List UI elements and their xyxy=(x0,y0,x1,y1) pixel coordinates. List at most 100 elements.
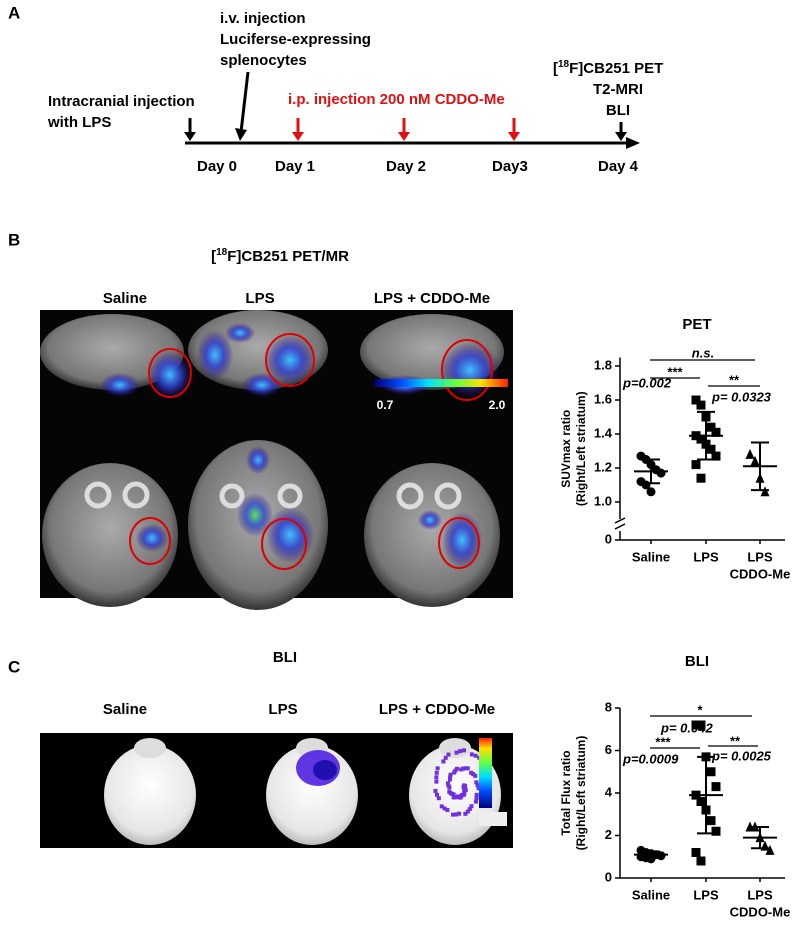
data-point xyxy=(691,395,701,405)
data-point xyxy=(760,486,770,497)
y-axis-label: Total Flux ratio xyxy=(559,750,573,835)
y-axis-label: (Right/Left striatum) xyxy=(574,736,588,851)
superscript: 18 xyxy=(216,247,228,258)
y-axis-label: (Right/Left striatum) xyxy=(574,391,588,506)
panel-title: [18F]CB251 PET/MR xyxy=(211,247,349,265)
annotation: p= 0.0323 xyxy=(711,389,772,404)
event-text: with LPS xyxy=(47,114,111,131)
y-tick-label: 4 xyxy=(605,784,613,799)
data-point xyxy=(706,422,716,432)
day-label: Day 4 xyxy=(598,158,639,175)
event-text: [18F]CB251 PET xyxy=(553,59,663,77)
data-point xyxy=(696,434,706,444)
data-point xyxy=(691,720,701,730)
y-tick-label: 1.0 xyxy=(594,493,612,508)
y-tick-label: 8 xyxy=(605,699,612,714)
y-tick-label: 6 xyxy=(605,742,612,757)
colorbar-label: 2.0 xyxy=(489,398,506,412)
annotation: p= 0.0025 xyxy=(711,748,772,763)
annotation: p=0.0009 xyxy=(622,751,679,766)
x-tick-label: LPS xyxy=(693,887,719,902)
annotation: p=0.002 xyxy=(622,375,672,390)
data-point xyxy=(656,851,666,861)
x-tick-label: CDDO-Me xyxy=(730,904,791,919)
data-point xyxy=(691,460,701,470)
data-point xyxy=(646,854,656,864)
x-tick-label: LPS xyxy=(693,549,719,564)
day-label: Day 2 xyxy=(386,158,426,175)
panel-label: B xyxy=(8,230,20,249)
data-point xyxy=(711,451,721,461)
day-label: Day 1 xyxy=(275,158,315,175)
data-point xyxy=(706,767,716,777)
data-point xyxy=(711,826,721,836)
annotation: ** xyxy=(729,372,740,387)
column-label: LPS + CDDO-Me xyxy=(379,701,495,718)
data-point xyxy=(696,473,706,483)
event-text: Intracranial injection xyxy=(48,93,195,110)
data-point xyxy=(750,455,760,466)
colorbar-label: 0.7 xyxy=(377,398,394,412)
column-label: Saline xyxy=(103,290,147,307)
data-point xyxy=(691,848,701,857)
event-text: i.p. injection 200 nM CDDO-Me xyxy=(288,91,505,108)
panel-b: B [18F]CB251 PET/MR Saline LPS LPS + CDD… xyxy=(8,230,513,610)
axis-break xyxy=(614,517,626,524)
column-label: LPS xyxy=(245,290,274,307)
chart-title: BLI xyxy=(685,653,709,670)
data-point xyxy=(706,816,716,826)
event-text: splenocytes xyxy=(220,52,307,69)
column-label: LPS xyxy=(268,701,297,718)
panel-label: C xyxy=(8,657,20,676)
text-part: F]CB251 PET xyxy=(569,60,663,77)
x-tick-label: Saline xyxy=(632,887,670,902)
data-point xyxy=(646,487,656,497)
x-tick-label: CDDO-Me xyxy=(730,566,791,581)
annotation: ** xyxy=(730,733,741,748)
data-point xyxy=(711,782,721,792)
x-tick-label: Saline xyxy=(632,549,670,564)
data-point xyxy=(745,448,755,459)
y-tick-label: 0 xyxy=(605,869,612,884)
bli-images xyxy=(40,733,513,848)
annotation: p= 0.042 xyxy=(660,720,713,735)
day-label: Day 0 xyxy=(197,158,237,175)
axis-break xyxy=(614,523,626,530)
text-part: [ xyxy=(553,60,558,77)
panel-c: C BLI Saline LPS LPS + CDDO-Me xyxy=(8,649,513,848)
data-point xyxy=(696,400,706,410)
superscript: 18 xyxy=(558,59,570,70)
y-tick-label: 1.8 xyxy=(594,357,612,372)
event-arrows xyxy=(184,71,627,141)
event-text: BLI xyxy=(606,102,630,119)
data-point xyxy=(706,444,716,454)
x-tick-label: LPS xyxy=(747,887,773,902)
text-part: F]CB251 PET/MR xyxy=(227,248,349,265)
y-tick-label: 1.2 xyxy=(594,459,612,474)
chart-title: PET xyxy=(682,316,711,333)
annotation: n.s. xyxy=(692,345,714,360)
annotation: *** xyxy=(655,734,671,749)
y-tick-label: 1.6 xyxy=(594,391,612,406)
text-part: [ xyxy=(211,248,216,265)
pet-mr-images xyxy=(40,310,513,610)
data-point xyxy=(696,856,706,866)
data-point xyxy=(711,427,721,437)
column-label: LPS + CDDO-Me xyxy=(374,290,490,307)
y-tick-label: 0 xyxy=(605,531,612,546)
panel-label: A xyxy=(8,3,20,22)
day-label: Day3 xyxy=(492,158,528,175)
annotation: * xyxy=(697,702,703,717)
data-point xyxy=(696,797,706,806)
event-text: T2-MRI xyxy=(593,81,643,98)
panel-a: A Intracranial injection with LPS i.v. i… xyxy=(8,3,663,174)
annotation: *** xyxy=(667,364,683,379)
y-axis-label: SUVmax ratio xyxy=(559,410,573,488)
y-tick-label: 2 xyxy=(605,827,612,842)
x-tick-label: LPS xyxy=(747,549,773,564)
column-label: Saline xyxy=(103,701,147,718)
panel-title: BLI xyxy=(273,649,297,666)
y-tick-label: 1.4 xyxy=(594,425,613,440)
event-text: i.v. injection xyxy=(220,10,306,27)
